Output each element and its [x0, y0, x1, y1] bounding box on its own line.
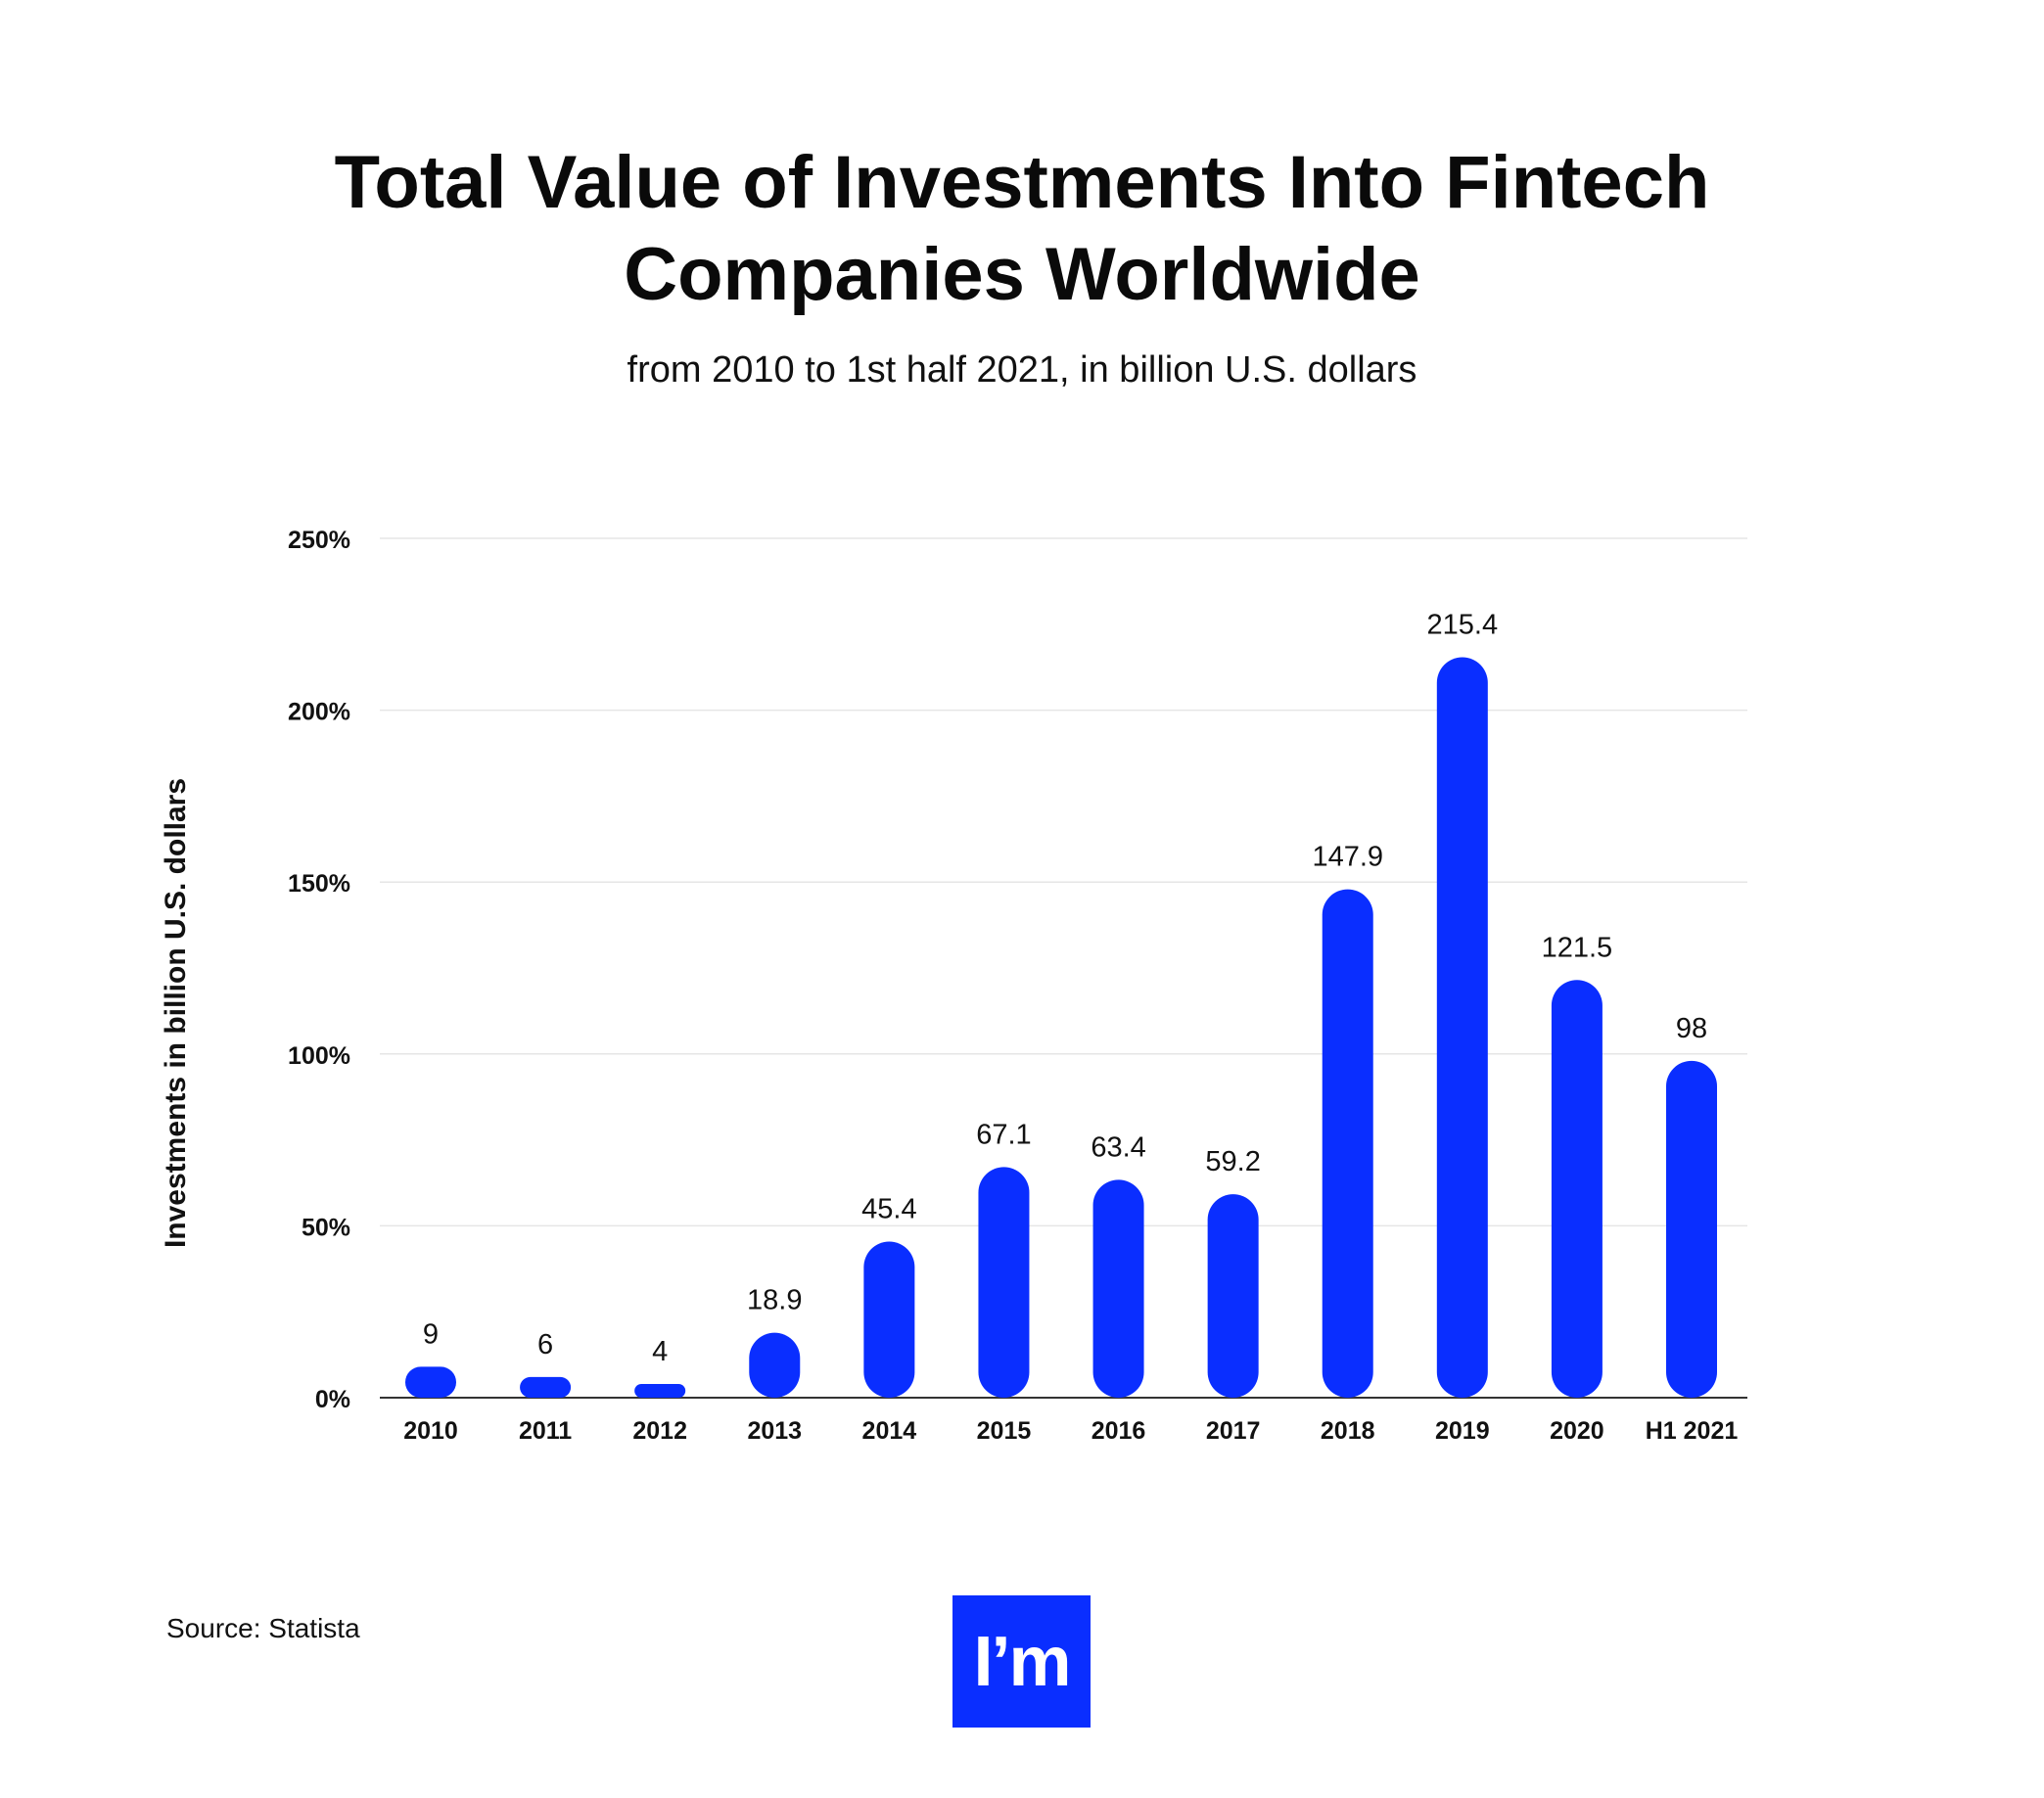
- bar-h1-2021: [1666, 1060, 1717, 1398]
- y-tick-label: 200%: [288, 699, 350, 726]
- bar-2016: [1092, 1179, 1144, 1398]
- bar-2014: [863, 1241, 915, 1398]
- x-tick-label: 2020: [1550, 1417, 1604, 1445]
- bar-2019: [1436, 657, 1488, 1398]
- bar-2012: [634, 1383, 686, 1398]
- y-tick-label: 100%: [288, 1042, 350, 1070]
- x-tick-label: 2012: [632, 1417, 687, 1445]
- y-tick-label: 150%: [288, 870, 350, 898]
- bar-2017: [1207, 1194, 1259, 1398]
- chart-title-line-2: Companies Worldwide: [624, 233, 1420, 316]
- bars: [405, 657, 1717, 1398]
- bar-2010: [405, 1366, 456, 1398]
- bar-2011: [520, 1376, 572, 1398]
- data-label: 45.4: [861, 1194, 916, 1225]
- x-tick-label: 2010: [403, 1417, 458, 1445]
- x-tick-label: 2017: [1206, 1417, 1261, 1445]
- chart-title: Total Value of Investments Into Fintech C…: [0, 137, 2044, 321]
- bar-2015: [978, 1167, 1030, 1398]
- y-tick-label: 250%: [288, 527, 350, 554]
- x-tick-label: H1 2021: [1646, 1417, 1739, 1445]
- x-tick-labels: 2010 2011 2012 2013 2014 2015 2016 2017 2018 2019…: [403, 1417, 1738, 1445]
- data-label: 9: [423, 1318, 439, 1350]
- data-label: 6: [537, 1329, 553, 1360]
- y-tick-label: 0%: [315, 1386, 350, 1413]
- data-label: 18.9: [747, 1285, 802, 1316]
- data-label: 98: [1676, 1013, 1707, 1044]
- x-tick-label: 2018: [1321, 1417, 1375, 1445]
- data-label: 59.2: [1205, 1146, 1260, 1177]
- logo-text: I’m: [973, 1622, 1071, 1701]
- data-label: 147.9: [1312, 842, 1383, 873]
- y-tick-labels: 0% 50% 100% 150% 200% 250%: [288, 527, 350, 1413]
- data-label: 67.1: [976, 1119, 1031, 1150]
- data-label: 63.4: [1091, 1131, 1145, 1163]
- data-label: 121.5: [1542, 932, 1613, 963]
- source-note: Source: Statista: [166, 1613, 360, 1643]
- bar-2020: [1551, 980, 1603, 1398]
- chart-title-line-1: Total Value of Investments Into Fintech: [334, 141, 1710, 224]
- chart-subtitle: from 2010 to 1st half 2021, in billion U…: [627, 349, 1417, 391]
- bar-2018: [1322, 889, 1373, 1398]
- x-tick-label: 2019: [1435, 1417, 1490, 1445]
- grid-lines: [380, 537, 1747, 1399]
- x-tick-label: 2013: [747, 1417, 802, 1445]
- data-label: 215.4: [1427, 610, 1499, 641]
- y-tick-label: 50%: [302, 1214, 350, 1241]
- brand-logo: I’m: [952, 1595, 1091, 1728]
- x-tick-label: 2015: [977, 1417, 1032, 1445]
- x-tick-label: 2016: [1092, 1417, 1146, 1445]
- x-tick-label: 2011: [519, 1417, 572, 1445]
- data-label: 4: [652, 1336, 668, 1367]
- bar-2013: [749, 1332, 801, 1398]
- x-tick-label: 2014: [862, 1417, 917, 1445]
- data-labels: 9 6 4 18.9 45.4 67.1 63.4 59.2 147.9 215.4 121.5 98: [423, 610, 1707, 1367]
